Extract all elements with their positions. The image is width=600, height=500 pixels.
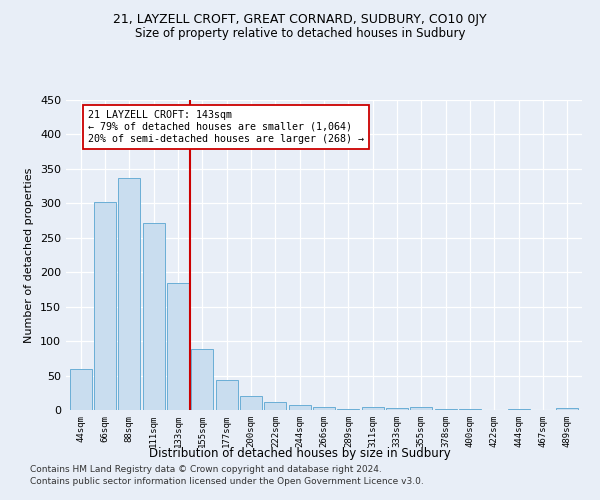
Bar bbox=[435, 408, 457, 410]
Text: Size of property relative to detached houses in Sudbury: Size of property relative to detached ho… bbox=[135, 28, 465, 40]
Text: Contains public sector information licensed under the Open Government Licence v3: Contains public sector information licen… bbox=[30, 477, 424, 486]
Text: 21 LAYZELL CROFT: 143sqm
← 79% of detached houses are smaller (1,064)
20% of sem: 21 LAYZELL CROFT: 143sqm ← 79% of detach… bbox=[88, 110, 364, 144]
Bar bbox=[556, 408, 578, 410]
Bar bbox=[191, 348, 213, 410]
Bar bbox=[167, 282, 189, 410]
Bar bbox=[240, 396, 262, 410]
Bar bbox=[386, 408, 408, 410]
Text: Contains HM Land Registry data © Crown copyright and database right 2024.: Contains HM Land Registry data © Crown c… bbox=[30, 466, 382, 474]
Bar bbox=[118, 178, 140, 410]
Y-axis label: Number of detached properties: Number of detached properties bbox=[25, 168, 34, 342]
Bar bbox=[410, 407, 433, 410]
Bar bbox=[289, 405, 311, 410]
Bar bbox=[70, 368, 92, 410]
Text: Distribution of detached houses by size in Sudbury: Distribution of detached houses by size … bbox=[149, 448, 451, 460]
Bar bbox=[94, 202, 116, 410]
Bar bbox=[215, 380, 238, 410]
Bar bbox=[265, 402, 286, 410]
Text: 21, LAYZELL CROFT, GREAT CORNARD, SUDBURY, CO10 0JY: 21, LAYZELL CROFT, GREAT CORNARD, SUDBUR… bbox=[113, 12, 487, 26]
Bar bbox=[313, 407, 335, 410]
Bar bbox=[143, 222, 164, 410]
Bar bbox=[362, 407, 383, 410]
